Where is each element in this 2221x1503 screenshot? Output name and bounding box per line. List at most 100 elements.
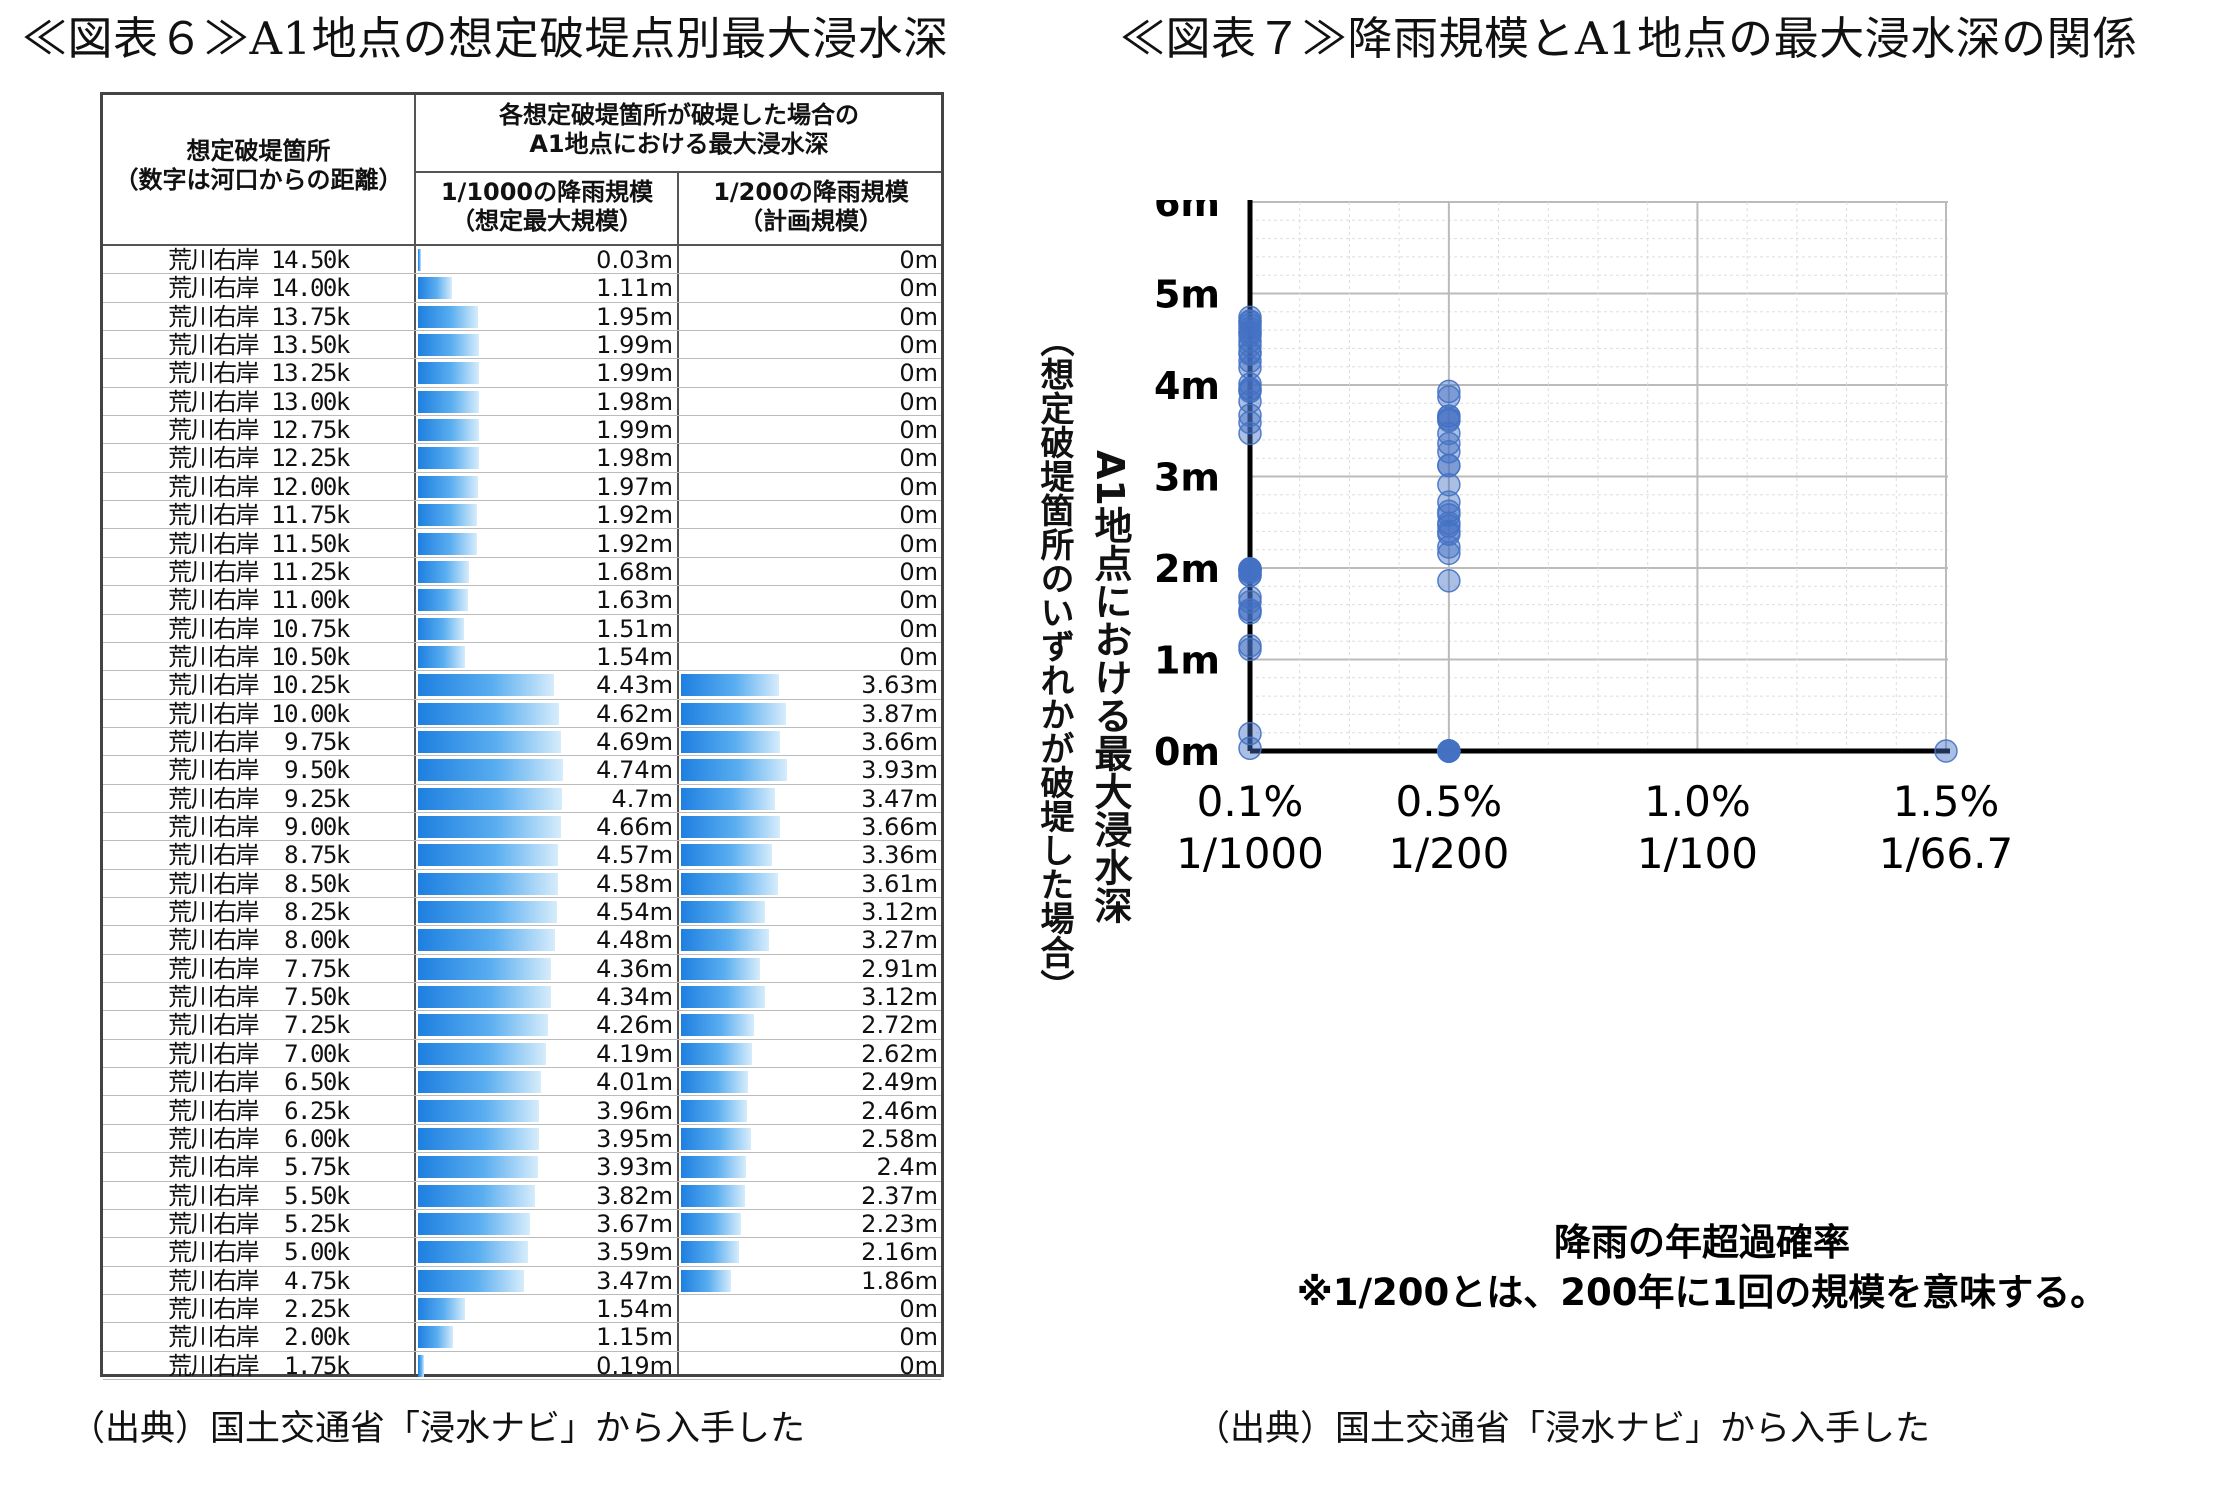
x-tick-label: 1/1000 <box>1176 829 1324 878</box>
depth-200-value: 3.27m <box>861 926 938 955</box>
depth-1000-value: 1.15m <box>596 1323 673 1352</box>
depth-1000-cell: 4.01m <box>417 1068 677 1096</box>
depth-200-cell: 0m <box>680 274 942 302</box>
depth-200-value: 2.23m <box>861 1209 938 1238</box>
table-row: 荒川右岸 5.00k 3.59m 2.16m <box>103 1238 942 1267</box>
depth-200-cell: 3.12m <box>680 898 942 927</box>
table-row: 荒川右岸 10.25k 4.43m 3.63m <box>103 671 941 700</box>
depth-200-cell: 2.16m <box>680 1238 942 1266</box>
depth-1000-bar <box>418 1071 541 1094</box>
depth-200-value: 0m <box>899 416 938 445</box>
depth-200-value: 0m <box>899 246 938 274</box>
depth-1000-cell: 1.51m <box>417 614 677 643</box>
depth-200-cell: 3.27m <box>680 926 942 955</box>
scatter-chart: 0m 1m 2m 3m 4m 5m 6m 0.1%1/1000 0.5%1/200 1.0%1/1… <box>1154 200 2107 1314</box>
depth-1000-cell: 4.26m <box>417 1011 677 1039</box>
location-label: 荒川右岸 2.25k <box>168 1294 350 1323</box>
depth-200-value: 2.49m <box>861 1068 938 1097</box>
table-row: 荒川右岸 2.00k 1.15m 0m <box>103 1323 941 1352</box>
depth-1000-bar <box>418 1241 528 1264</box>
depth-200-cell: 0m <box>680 331 942 359</box>
depth-200-cell: 0m <box>680 614 942 643</box>
depth-200-cell: 0m <box>680 359 942 387</box>
depth-1000-cell: 1.98m <box>417 444 677 472</box>
depth-1000-cell: 1.98m <box>417 388 677 416</box>
depth-1000-bar <box>418 674 554 697</box>
depth-1000-bar <box>418 816 561 838</box>
depth-1000-bar <box>418 901 557 924</box>
depth-200-bar <box>681 1156 746 1179</box>
table-row: 荒川右岸 10.00k 4.62m 3.87m <box>103 700 941 728</box>
header-col1: 1/1000の降雨規模 （想定最大規模） <box>417 178 677 236</box>
depth-1000-value: 1.63m <box>596 586 673 615</box>
table-row: 荒川右岸 10.50k 1.54m 0m <box>103 642 942 672</box>
depth-200-cell: 0m <box>680 501 942 529</box>
depth-1000-cell: 0.03m <box>417 246 677 274</box>
depth-1000-value: 4.19m <box>596 1039 673 1068</box>
depth-200-cell: 3.87m <box>680 700 942 728</box>
x-tick-label: 0.5% <box>1396 777 1503 826</box>
data-point <box>1238 379 1262 404</box>
depth-200-bar <box>681 1042 752 1065</box>
data-point <box>1437 522 1461 546</box>
header-group: 各想定破堤箇所が破堤した場合の A1地点における最大浸水深 <box>417 101 941 159</box>
depth-200-bar <box>681 674 780 697</box>
depth-200-value: 3.47m <box>861 784 938 813</box>
depth-1000-cell: 4.34m <box>417 983 677 1011</box>
depth-1000-cell: 3.95m <box>417 1124 677 1153</box>
data-point <box>1238 323 1262 348</box>
depth-200-value: 0m <box>899 614 938 643</box>
depth-1000-value: 1.54m <box>596 642 673 671</box>
table-row: 荒川右岸 9.50k 4.74m 3.93m <box>103 756 941 785</box>
data-point <box>1437 379 1461 404</box>
table-row: 荒川右岸 7.50k 4.34m 3.12m <box>103 983 941 1012</box>
location-label: 荒川右岸 5.00k <box>168 1238 350 1267</box>
depth-1000-value: 4.54m <box>596 898 673 927</box>
depth-1000-cell: 4.62m <box>417 700 677 728</box>
figure7-title: ≪図表７≫降雨規模とA1地点の最大浸水深の関係 <box>1120 12 2138 65</box>
y-tick-label: 2m <box>1154 547 1220 591</box>
depth-1000-value: 4.43m <box>596 671 673 700</box>
depth-200-bar <box>681 844 772 867</box>
depth-1000-value: 1.51m <box>596 614 673 643</box>
depth-200-value: 0m <box>899 302 938 331</box>
table-row: 荒川右岸 8.75k 4.57m 3.36m <box>103 841 942 870</box>
grid <box>1249 200 1948 752</box>
depth-200-cell: 3.61m <box>680 870 942 898</box>
depth-200-cell: 3.47m <box>680 784 942 813</box>
table-row: 荒川右岸 12.00k 1.97m 0m <box>103 473 941 502</box>
y-axis-label-line2: （想定破堤箇所のいずれかが破堤した場合） <box>1034 323 1074 1003</box>
depth-200-cell: 2.91m <box>680 955 942 983</box>
depth-1000-bar <box>418 447 479 470</box>
data-point <box>1238 349 1262 373</box>
depth-200-bar <box>681 702 786 725</box>
depth-1000-value: 3.95m <box>596 1124 673 1153</box>
table-row: 荒川右岸 13.00k 1.98m 0m <box>103 388 941 417</box>
location-label: 荒川右岸 5.25k <box>168 1209 350 1238</box>
figure6-title: ≪図表６≫A1地点の想定破堤点別最大浸水深 <box>22 12 949 65</box>
location-label: 荒川右岸 9.00k <box>168 813 350 841</box>
depth-200-cell: 3.36m <box>680 841 942 869</box>
location-label: 荒川右岸 6.00k <box>168 1124 350 1153</box>
depth-1000-bar <box>418 249 421 271</box>
header-col1-line2: （想定最大規模） <box>451 207 643 235</box>
data-points <box>1238 305 1958 763</box>
location-label: 荒川右岸 2.00k <box>168 1323 350 1352</box>
data-point <box>1437 490 1461 514</box>
depth-1000-cell: 4.74m <box>417 756 677 784</box>
depth-1000-cell: 4.19m <box>417 1039 677 1068</box>
depth-1000-cell: 3.96m <box>417 1097 677 1125</box>
depth-1000-cell: 1.97m <box>417 473 677 501</box>
depth-1000-cell: 1.54m <box>417 1295 677 1323</box>
depth-1000-bar <box>418 759 563 782</box>
data-point <box>1238 403 1262 427</box>
depth-200-cell: 0m <box>680 642 942 671</box>
depth-1000-bar <box>418 844 558 867</box>
location-label: 荒川右岸 11.00k <box>168 586 350 615</box>
depth-1000-cell: 1.63m <box>417 586 677 615</box>
depth-1000-value: 1.68m <box>596 557 673 586</box>
depth-200-cell: 0m <box>680 1295 942 1323</box>
depth-200-value: 0m <box>899 642 938 671</box>
depth-200-value: 3.12m <box>861 898 938 927</box>
depth-200-cell: 0m <box>680 416 942 445</box>
